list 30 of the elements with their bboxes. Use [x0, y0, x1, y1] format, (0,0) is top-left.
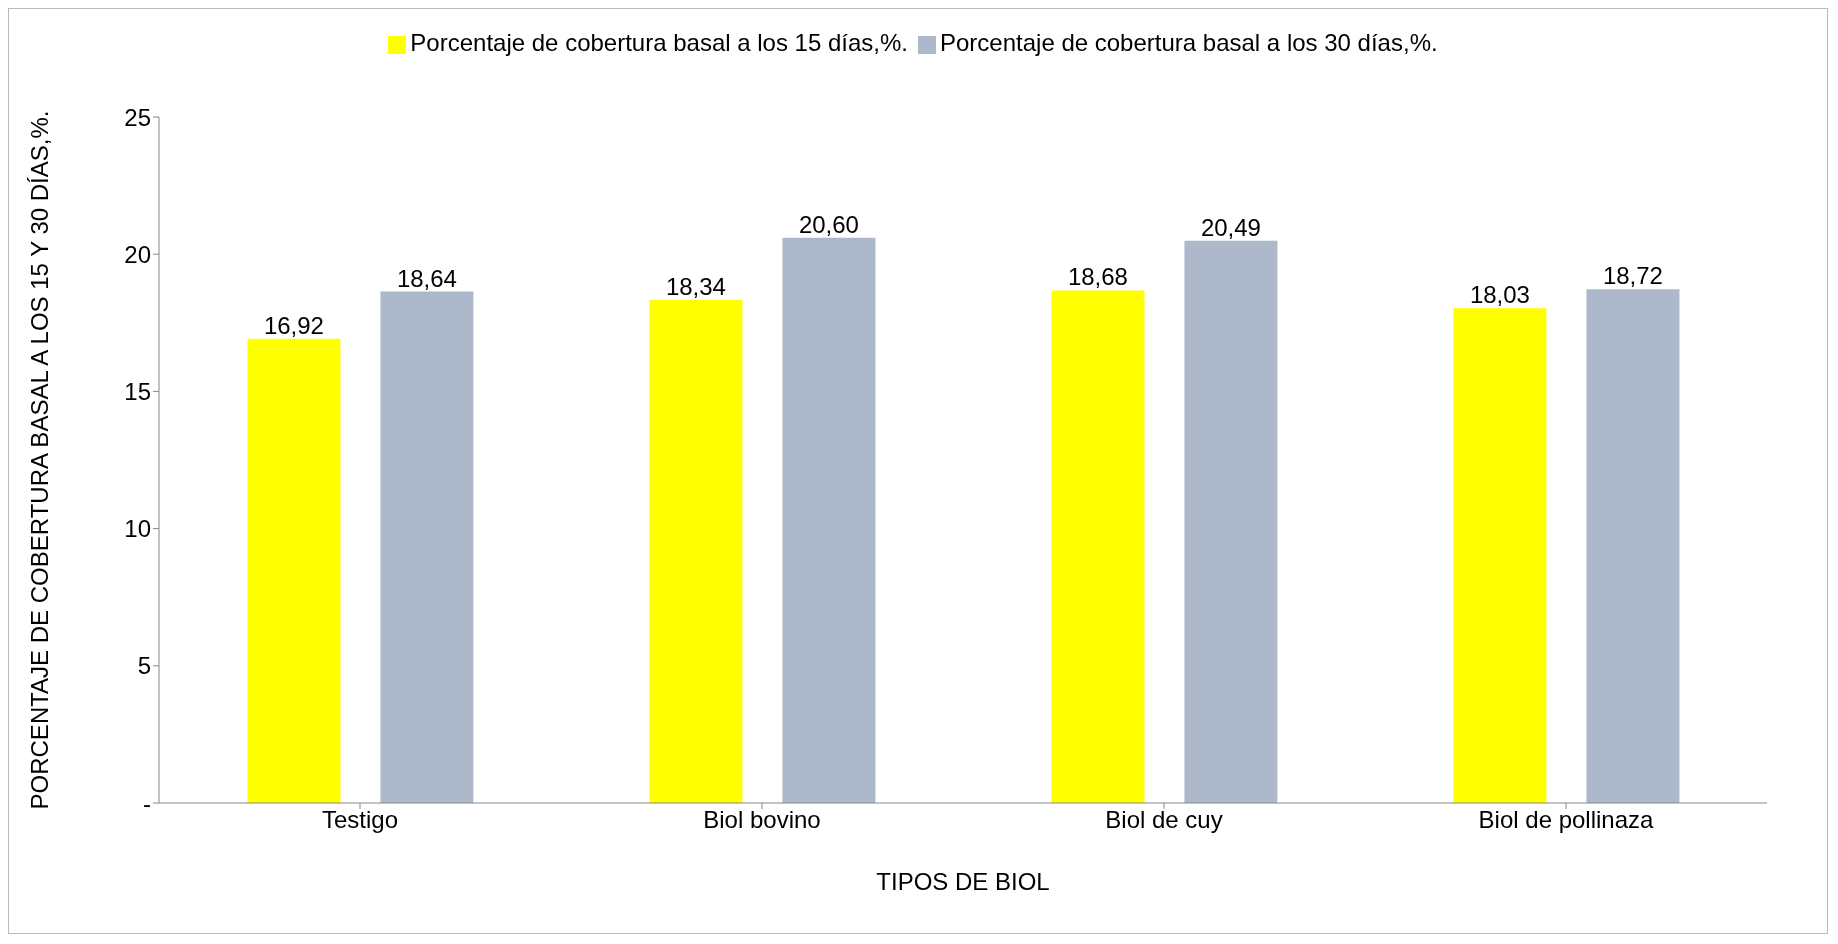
bar — [1051, 290, 1145, 803]
legend-label: Porcentaje de cobertura basal a los 30 días,%. — [940, 29, 1438, 56]
x-axis-title: TIPOS DE BIOL — [876, 868, 1050, 896]
data-label: 18,34 — [665, 272, 726, 300]
bar — [1453, 308, 1547, 803]
x-tick-label: Testigo — [321, 806, 399, 834]
y-tick-label: - — [143, 789, 151, 817]
data-label: 16,92 — [263, 311, 324, 339]
bar — [782, 237, 876, 803]
x-tick-label: Biol de cuy — [1105, 806, 1223, 834]
bar — [1586, 289, 1680, 803]
data-label: 18,03 — [1469, 281, 1530, 309]
bar — [247, 338, 341, 803]
y-tick-label: 25 — [124, 103, 151, 131]
data-label: 18,68 — [1067, 263, 1128, 291]
x-tick-label: Biol de pollinaza — [1478, 806, 1655, 834]
y-tick-label: 15 — [124, 377, 151, 405]
data-label: 18,72 — [1602, 262, 1663, 290]
bar — [649, 299, 743, 803]
data-label: 20,49 — [1200, 213, 1261, 241]
legend-label: Porcentaje de cobertura basal a los 15 días,%. — [410, 29, 908, 56]
y-tick-label: 20 — [124, 240, 151, 268]
bar — [1184, 240, 1278, 803]
y-axis-title: PORCENTAJE DE COBERTURA BASAL A LOS 15 Y 30 DÍAS,%. — [25, 110, 53, 810]
bar — [380, 291, 474, 803]
y-tick-label: 5 — [137, 652, 151, 680]
data-label: 20,60 — [798, 210, 859, 238]
x-tick-label: Biol bovino — [703, 806, 821, 834]
y-tick-label: 10 — [124, 515, 151, 543]
data-label: 18,64 — [396, 264, 457, 292]
